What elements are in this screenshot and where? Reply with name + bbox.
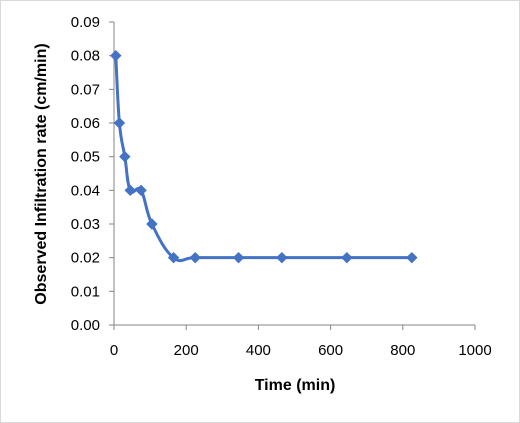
data-point	[119, 150, 131, 163]
x-tick-labels: 0 200 400 600 800 1000	[110, 342, 492, 359]
y-tick-label: 0.05	[71, 149, 100, 166]
series-line	[114, 54, 414, 263]
y-tick-label: 0.07	[71, 81, 100, 98]
y-tick-label: 0.02	[71, 250, 100, 267]
data-point	[113, 117, 126, 129]
y-tick-label: 0.03	[71, 216, 100, 233]
y-tick-label: 0.06	[71, 115, 100, 132]
y-tick-label: 0.08	[71, 48, 100, 65]
x-tick-label: 600	[318, 342, 343, 359]
y-axis-title: Observed Infiltration rate (cm/min)	[33, 43, 50, 304]
data-point	[135, 184, 147, 197]
x-tick-label: 800	[390, 342, 415, 359]
y-tick-label: 0.04	[71, 182, 100, 199]
data-point	[232, 251, 245, 264]
y-tick-labels: 0.00 0.01 0.02 0.03 0.04 0.05 0.06 0.07 0.08 0.09	[71, 14, 100, 334]
data-point	[167, 251, 180, 264]
x-tick-label: 0	[110, 342, 118, 359]
y-tick-label: 0.09	[71, 14, 100, 31]
y-tick-label: 0.01	[71, 283, 100, 300]
y-tick-label: 0.00	[71, 317, 100, 334]
data-point	[406, 251, 418, 264]
data-point	[124, 184, 136, 197]
data-point	[189, 251, 201, 264]
data-point	[341, 251, 353, 264]
x-tick-label: 400	[246, 342, 271, 359]
series-group	[110, 49, 418, 264]
data-point	[276, 251, 288, 264]
data-point	[146, 218, 158, 230]
x-tick-label: 200	[174, 342, 199, 359]
axes	[109, 21, 476, 330]
data-point	[110, 49, 122, 62]
x-axis-title: Time (min)	[255, 377, 336, 394]
x-tick-label: 1000	[458, 342, 491, 359]
